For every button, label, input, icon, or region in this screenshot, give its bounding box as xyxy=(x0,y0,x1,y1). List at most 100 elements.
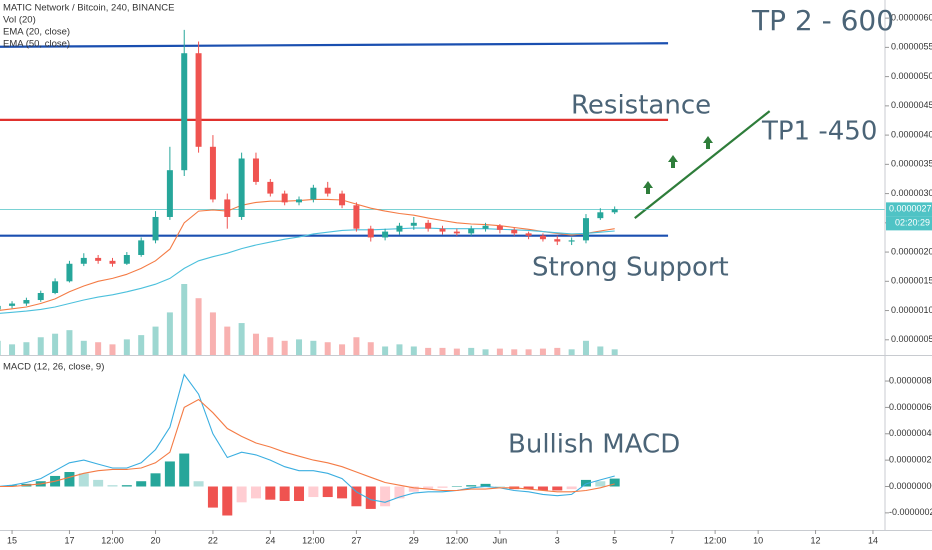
histogram-bar xyxy=(365,486,376,509)
volume-bar xyxy=(539,348,546,355)
candle-body xyxy=(80,257,87,264)
x-tick-label: 12:00 xyxy=(101,535,124,545)
candle-body xyxy=(138,240,145,255)
histogram-bar xyxy=(294,486,305,501)
candle-body xyxy=(611,209,618,213)
annotation: Strong Support xyxy=(532,253,729,283)
histogram-bar xyxy=(394,486,405,499)
histogram-bar xyxy=(337,486,348,499)
marks-layer xyxy=(0,29,885,516)
up-arrow xyxy=(668,155,678,168)
volume-bar xyxy=(281,340,288,355)
candle-body xyxy=(95,257,102,261)
x-tick-label: 17 xyxy=(64,535,74,545)
candle-body xyxy=(382,231,389,238)
histogram-bar xyxy=(423,486,434,490)
x-tick-label: 20 xyxy=(151,535,161,545)
volume-bar xyxy=(109,344,116,355)
volume-bar xyxy=(209,312,216,355)
x-tick-label: 27 xyxy=(351,535,361,545)
candle-body xyxy=(525,233,532,236)
candle-body xyxy=(396,225,403,232)
ema-line xyxy=(0,227,615,314)
volume-bar xyxy=(554,347,561,355)
price-axis-bg xyxy=(885,0,932,550)
histogram-bar xyxy=(308,486,319,498)
volume-bar xyxy=(252,333,259,355)
candle-body xyxy=(66,263,73,282)
volume-bar xyxy=(238,323,245,355)
indicator-label: Vol (20) xyxy=(3,15,36,26)
volume-bar xyxy=(324,342,331,355)
volume-bar xyxy=(123,339,130,355)
macd-line xyxy=(0,373,615,503)
candle-body xyxy=(353,205,360,229)
candle-body xyxy=(539,235,546,240)
histogram-bar xyxy=(164,461,175,487)
histogram-bar xyxy=(437,486,448,488)
volume-bar xyxy=(425,347,432,355)
volume-bar xyxy=(367,342,374,355)
volume-bar xyxy=(181,284,188,355)
candle-body xyxy=(37,293,44,301)
x-tick-label: Jun xyxy=(493,535,508,545)
x-tick-label: 29 xyxy=(409,535,419,545)
annotation: Resistance xyxy=(571,91,711,121)
candle-body xyxy=(281,193,288,203)
volume-bar xyxy=(66,330,73,355)
histogram-bar xyxy=(566,486,577,490)
volume-bar xyxy=(0,340,1,355)
volume-bar xyxy=(166,312,173,355)
candle-body xyxy=(597,212,604,219)
histogram-bar xyxy=(380,486,391,507)
candle-body xyxy=(109,260,116,264)
symbol-title: MATIC Network / Bitcoin, 240, BINANCE xyxy=(3,3,174,14)
x-tick-label: 12:00 xyxy=(704,535,727,545)
histogram-bar xyxy=(222,486,233,516)
volume-bar xyxy=(611,349,618,355)
histogram-bar xyxy=(322,486,333,498)
volume-bar xyxy=(396,344,403,355)
arrows xyxy=(643,136,713,194)
histogram-bar xyxy=(7,485,18,487)
histogram-bar xyxy=(595,481,606,487)
volume-bar xyxy=(568,349,575,355)
candle-body xyxy=(181,53,188,171)
volume-bar xyxy=(224,326,231,355)
histogram-bar xyxy=(466,485,477,487)
candle-body xyxy=(482,225,489,229)
candle-body xyxy=(554,239,561,242)
countdown-label: 02:20:29 xyxy=(895,218,930,228)
volume-bar xyxy=(267,337,274,355)
candle-body xyxy=(367,228,374,238)
candle-body xyxy=(0,305,1,310)
y-tick-label: 0.00000020 xyxy=(889,455,932,465)
candle-body xyxy=(209,146,216,200)
volume-bar xyxy=(195,298,202,355)
last-price-label: 0.00000273 xyxy=(889,204,932,214)
volume-bar xyxy=(152,326,159,355)
candle-body xyxy=(496,225,503,230)
histogram-bar xyxy=(193,481,204,487)
countdown-box xyxy=(886,216,932,231)
candle-body xyxy=(252,158,259,182)
candle-body xyxy=(568,240,575,242)
x-tick-label: 7 xyxy=(670,535,675,545)
ema-line xyxy=(0,198,615,311)
candle-body xyxy=(310,187,317,200)
level-line xyxy=(634,110,771,220)
histogram-bar xyxy=(207,486,218,508)
histogram-bar xyxy=(78,473,89,487)
histogram-bar xyxy=(64,472,75,487)
histogram-bar xyxy=(480,483,491,487)
histogram-bar xyxy=(523,486,534,490)
